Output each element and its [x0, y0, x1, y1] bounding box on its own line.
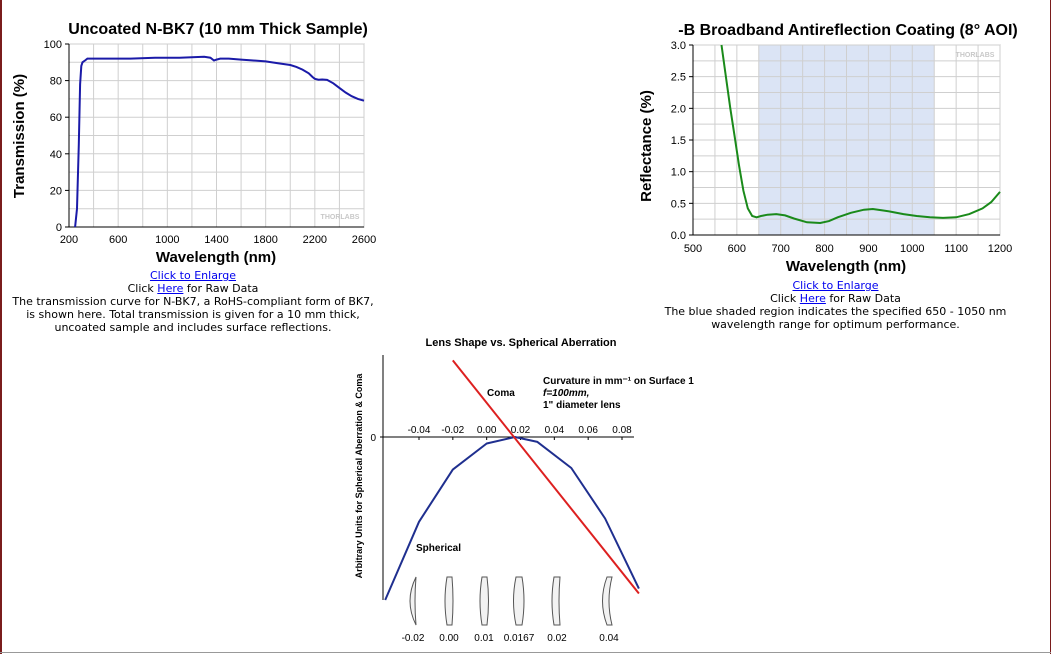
- x-tick-label: -0.02: [441, 425, 464, 436]
- x-tick-label: -0.04: [408, 425, 431, 436]
- x-tick-label: 2600: [352, 234, 376, 246]
- y-axis-label: Reflectance (%): [638, 90, 655, 202]
- y-tick-label: 0: [56, 222, 62, 234]
- y-tick-label: 1.0: [671, 167, 686, 179]
- x-tick-label: 0.06: [578, 425, 598, 436]
- transmission-series-line: [74, 55, 365, 228]
- y-axis-label: Transmission (%): [11, 74, 28, 198]
- raw-data-suffix: for Raw Data: [825, 292, 901, 305]
- caption-description: The transmission curve for N-BK7, a RoHS…: [12, 295, 374, 334]
- y-tick-label: 40: [50, 149, 62, 161]
- y-axis-label: Arbitrary Units for Spherical Aberration…: [354, 373, 364, 579]
- x-tick-label: 800: [815, 243, 833, 255]
- right-caption: Click to Enlarge Click Here for Raw Data…: [638, 279, 1033, 331]
- x-tick-label: 0.00: [477, 425, 497, 436]
- raw-data-link[interactable]: Here: [157, 282, 184, 295]
- x-tick-label: 600: [109, 234, 127, 246]
- lens-shape: [513, 576, 525, 626]
- y-tick-label: 80: [50, 76, 62, 88]
- x-tick-label: 900: [859, 243, 877, 255]
- raw-data-link[interactable]: Here: [799, 292, 826, 305]
- y-tick-label: 0.5: [671, 198, 686, 210]
- lens-shape: [551, 576, 561, 626]
- x-tick-label: 1100: [944, 243, 968, 255]
- x-tick-label: 1800: [253, 234, 277, 246]
- focal-length-annotation: f=100mm,: [543, 388, 589, 399]
- x-tick-label: 2200: [303, 234, 327, 246]
- page-frame-left: [0, 0, 2, 654]
- lens-diameter-annotation: 1" diameter lens: [543, 400, 621, 411]
- y-tick-label: 2.5: [671, 72, 686, 84]
- y-tick-label: 3.0: [671, 40, 686, 52]
- lens-curvature-label: 0.0167: [504, 633, 535, 644]
- lens-curvature-label: 0.00: [439, 633, 459, 644]
- page-divider: [0, 652, 1051, 653]
- chart-title: Uncoated N-BK7 (10 mm Thick Sample): [68, 21, 368, 38]
- click-to-enlarge-link[interactable]: Click to Enlarge: [792, 279, 879, 292]
- chart-title: -B Broadband Antireflection Coating (8° …: [678, 22, 1017, 39]
- x-tick-label: 200: [60, 234, 78, 246]
- lens-curvature-label: 0.02: [547, 633, 567, 644]
- y-tick-label: 2.0: [671, 103, 686, 115]
- lens-shape: [602, 576, 613, 626]
- curvature-annotation: Curvature in mm⁻¹ on Surface 1: [543, 376, 694, 387]
- coma-label: Coma: [487, 388, 515, 399]
- y-tick-label: 60: [50, 112, 62, 124]
- x-tick-label: 1400: [204, 234, 228, 246]
- y-zero-label: 0: [370, 433, 376, 444]
- reflectance-series-line: [720, 44, 1001, 225]
- lens-curvature-label: -0.02: [402, 633, 425, 644]
- x-tick-label: 0.08: [612, 425, 632, 436]
- y-tick-label: 100: [44, 39, 62, 51]
- watermark-logo: THORLABS: [956, 52, 995, 59]
- lens-curvature-label: 0.01: [474, 633, 494, 644]
- x-tick-label: 600: [728, 243, 746, 255]
- spherical-aberration-curve: [384, 436, 640, 601]
- watermark-logo: THORLABS: [321, 214, 360, 221]
- lens-shape: [409, 576, 417, 626]
- x-tick-label: 1200: [988, 243, 1012, 255]
- raw-data-prefix: Click: [127, 282, 158, 295]
- y-tick-label: 1.5: [671, 135, 686, 147]
- raw-data-suffix: for Raw Data: [183, 282, 259, 295]
- x-tick-label: 0.04: [545, 425, 565, 436]
- reflectance-chart[interactable]: -B Broadband Antireflection Coating (8° …: [625, 14, 1047, 278]
- click-to-enlarge-link[interactable]: Click to Enlarge: [149, 269, 237, 282]
- lens-shape: [444, 576, 454, 626]
- x-tick-label: 500: [684, 243, 702, 255]
- caption-description: The blue shaded region indicates the spe…: [664, 305, 1007, 331]
- y-tick-label: 20: [50, 185, 62, 197]
- lens-shape-chart[interactable]: Lens Shape vs. Spherical Aberration Arbi…: [345, 332, 705, 650]
- x-axis-label: Wavelength (nm): [786, 258, 906, 275]
- x-tick-label: 700: [772, 243, 790, 255]
- lens-shape: [479, 576, 489, 626]
- raw-data-prefix: Click: [770, 292, 800, 305]
- transmission-chart[interactable]: Uncoated N-BK7 (10 mm Thick Sample) 200 6…: [0, 12, 395, 270]
- x-tick-label: 1000: [900, 243, 924, 255]
- y-tick-label: 0.0: [671, 230, 686, 242]
- coma-line: [452, 359, 640, 595]
- lens-shape-icons: [409, 576, 613, 626]
- x-tick-label: 1000: [155, 234, 179, 246]
- spherical-label: Spherical: [416, 543, 461, 554]
- lens-curvature-label: 0.04: [599, 633, 619, 644]
- x-axis-label: Wavelength (nm): [156, 249, 276, 266]
- x-tick-label: 0.02: [511, 425, 531, 436]
- left-caption: Click to Enlarge Click Here for Raw Data…: [8, 269, 378, 334]
- chart-title: Lens Shape vs. Spherical Aberration: [426, 337, 617, 349]
